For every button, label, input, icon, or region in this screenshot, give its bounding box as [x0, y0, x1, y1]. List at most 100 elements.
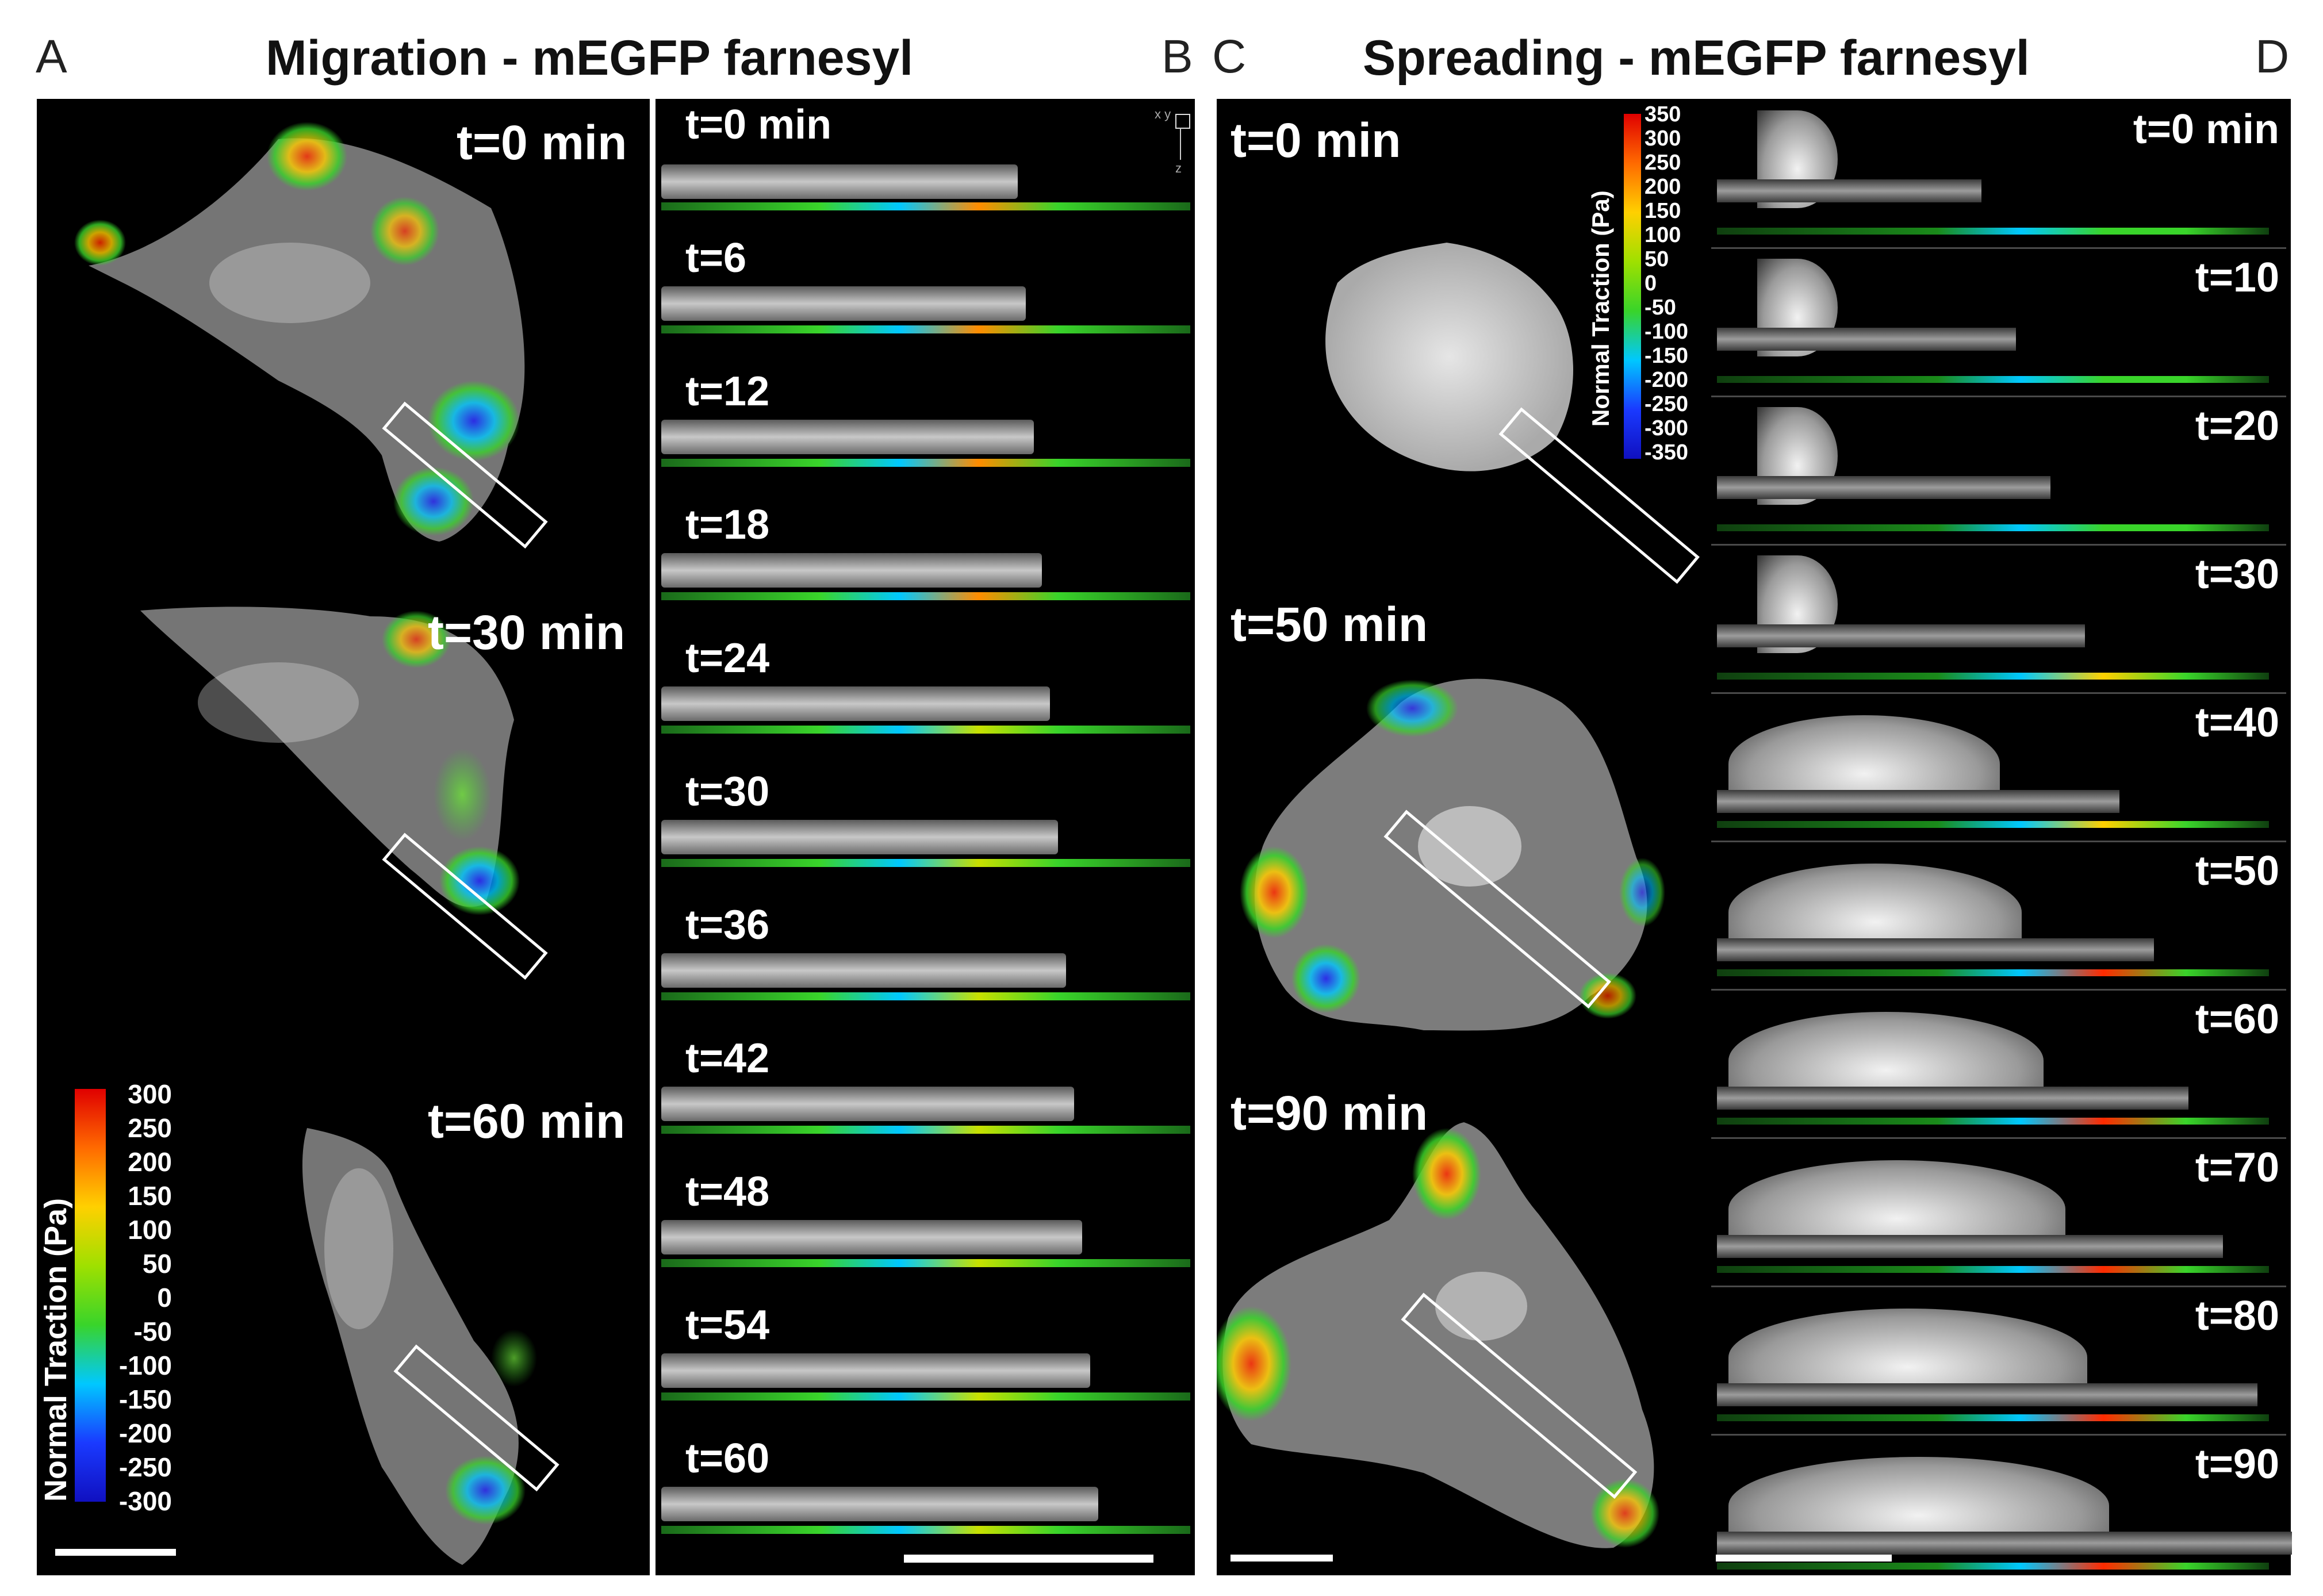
- migration-profile-row: t=42: [656, 1035, 1195, 1168]
- migration-cell-label-0: t=0 min: [457, 116, 627, 170]
- spreading-profile-row: t=30: [1711, 544, 2291, 692]
- colorbar-left-tick: 250: [128, 1113, 172, 1143]
- traction-trace: [661, 726, 1190, 734]
- colorbar-right-tick: -50: [1644, 296, 1676, 320]
- profile-separator: [1711, 1137, 2286, 1139]
- profile-separator: [1711, 1434, 2286, 1436]
- lamella-profile: [1717, 1532, 2292, 1555]
- colorbar-right-tick: 150: [1644, 199, 1681, 223]
- migration-profile-row: t=6: [656, 235, 1195, 368]
- colorbar-right-tick: 50: [1644, 247, 1669, 271]
- panel-d-spreading-profiles: t=0 min t=10 t=20 t=30 t=40 t=50 t=60 t=70 t=80 t…: [1711, 99, 2292, 1575]
- colorbar-right-tick: 350: [1644, 102, 1681, 126]
- migration-cell-images: [74, 122, 559, 1565]
- spreading-profile-label: t=20: [2195, 403, 2279, 449]
- traction-trace: [1717, 969, 2269, 976]
- colorbar-left-title: Normal Traction (Pa): [39, 1198, 73, 1502]
- lamella-profile: [1717, 938, 2154, 961]
- migration-cell-t0: [74, 122, 548, 549]
- membrane-profile: [661, 953, 1066, 988]
- colorbar-right: [1624, 114, 1641, 459]
- profile-separator: [1711, 1286, 2286, 1287]
- membrane-profile: [661, 164, 1018, 199]
- spreading-profile-label: t=70: [2195, 1145, 2279, 1191]
- spreading-profile-row: t=0 min: [1711, 99, 2291, 247]
- membrane-profile: [661, 1353, 1090, 1388]
- spreading-profile-row: t=60: [1711, 989, 2291, 1137]
- membrane-profile: [661, 286, 1026, 321]
- colorbar-left-tick: -200: [118, 1418, 172, 1448]
- profile-separator: [1711, 989, 2286, 991]
- membrane-profile: [661, 553, 1042, 588]
- spreading-profile-row: t=50: [1711, 841, 2291, 989]
- panel-c-spreading-cells: t=0 min t=50 min t=90 min Normal Tractio…: [1217, 99, 1715, 1575]
- traction-trace: [661, 1526, 1190, 1534]
- migration-profile-label: t=6: [685, 235, 747, 281]
- colorbar-left-tick: 300: [128, 1079, 172, 1109]
- migration-cell-t30: [140, 607, 548, 980]
- spreading-profile-row: t=90: [1711, 1434, 2292, 1582]
- spreading-profile-label: t=0 min: [2133, 106, 2279, 152]
- scale-bar-a: [55, 1549, 176, 1556]
- migration-profile-label: t=36: [685, 902, 770, 948]
- panel-letter-a: A: [36, 30, 67, 83]
- traction-trace: [661, 202, 1190, 210]
- membrane-profile: [661, 1220, 1082, 1254]
- spreading-cell-t50: [1240, 678, 1665, 1031]
- traction-trace: [1717, 376, 2269, 383]
- colorbar-right-tick: -150: [1644, 344, 1689, 368]
- migration-profile-label: t=24: [685, 635, 770, 681]
- spreading-profile-label: t=40: [2195, 700, 2279, 746]
- migration-profile-label: t=0 min: [685, 102, 832, 148]
- colorbar-left-tick: -300: [118, 1486, 172, 1516]
- traction-trace: [1717, 1266, 2269, 1273]
- migration-profile-row: t=24: [656, 635, 1195, 768]
- spreading-cell-label-0: t=0 min: [1230, 113, 1401, 167]
- profile-separator: [1711, 692, 2286, 694]
- migration-profile-label: t=42: [685, 1035, 770, 1081]
- lamella-profile: [1717, 1087, 2188, 1110]
- membrane-profile: [661, 1087, 1074, 1121]
- colorbar-right-tick: 100: [1644, 223, 1681, 247]
- spreading-profile-label: t=10: [2195, 255, 2279, 301]
- axes-glyph-z: z: [1175, 161, 1182, 175]
- migration-profile-row: t=18: [656, 501, 1195, 635]
- traction-trace: [661, 859, 1190, 867]
- migration-profile-row: t=30: [656, 768, 1195, 901]
- colorbar-left-tick: -50: [133, 1317, 172, 1346]
- traction-trace: [1717, 1118, 2269, 1125]
- scale-bar-d: [1716, 1555, 1892, 1562]
- colorbar-left-tick: -100: [118, 1351, 172, 1380]
- axes-glyph-y: y: [1164, 107, 1171, 121]
- colorbar-left-tick: -150: [118, 1384, 172, 1414]
- migration-profile-label: t=18: [685, 502, 770, 548]
- axes-glyph-z-line: [1180, 128, 1181, 160]
- lamella-profile: [1717, 790, 2119, 813]
- spreading-profile-row: t=80: [1711, 1286, 2291, 1434]
- colorbar-right-tick: 300: [1644, 126, 1681, 151]
- migration-profile-row: t=48: [656, 1168, 1195, 1302]
- traction-trace: [661, 992, 1190, 1000]
- title-migration: Migration - mEGFP farnesyl: [266, 30, 914, 86]
- spreading-profile-label: t=30: [2195, 551, 2279, 597]
- lamella-profile: [1717, 1235, 2223, 1258]
- colorbar-right-tick: -250: [1644, 392, 1689, 416]
- colorbar-right-tick: -300: [1644, 416, 1689, 440]
- traction-trace: [661, 1392, 1190, 1401]
- spreading-cell-label-1: t=50 min: [1230, 597, 1428, 651]
- traction-trace: [661, 459, 1190, 467]
- colorbar-left-tick: 150: [128, 1181, 172, 1211]
- axes-glyph-box: [1175, 114, 1190, 129]
- colorbar-right-title: Normal Traction (Pa): [1587, 190, 1614, 427]
- lamella-profile: [1717, 476, 2050, 499]
- colorbar-left-tick: 50: [142, 1249, 172, 1279]
- traction-trace: [1717, 524, 2269, 531]
- spreading-profile-label: t=60: [2195, 996, 2279, 1042]
- scale-bar-b: [904, 1555, 1153, 1563]
- spreading-profile-label: t=80: [2195, 1293, 2279, 1339]
- colorbar-left-tick: 100: [128, 1215, 172, 1245]
- migration-profile-label: t=54: [685, 1302, 770, 1348]
- lamella-profile: [1717, 328, 2016, 351]
- axes-glyph: x y: [1155, 107, 1171, 122]
- panel-letter-c: C: [1212, 30, 1247, 83]
